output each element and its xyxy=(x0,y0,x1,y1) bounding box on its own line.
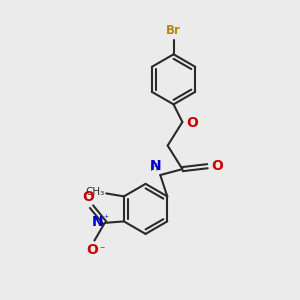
Text: $^{+}$: $^{+}$ xyxy=(103,213,110,222)
Text: O: O xyxy=(186,116,198,130)
Text: Br: Br xyxy=(166,24,181,37)
Text: CH₃: CH₃ xyxy=(85,187,105,197)
Text: O: O xyxy=(86,244,98,257)
Text: H: H xyxy=(150,163,158,173)
Text: $^{-}$: $^{-}$ xyxy=(99,244,106,253)
Text: O: O xyxy=(82,190,94,204)
Text: N: N xyxy=(149,159,161,173)
Text: N: N xyxy=(92,215,103,229)
Text: O: O xyxy=(211,159,223,173)
